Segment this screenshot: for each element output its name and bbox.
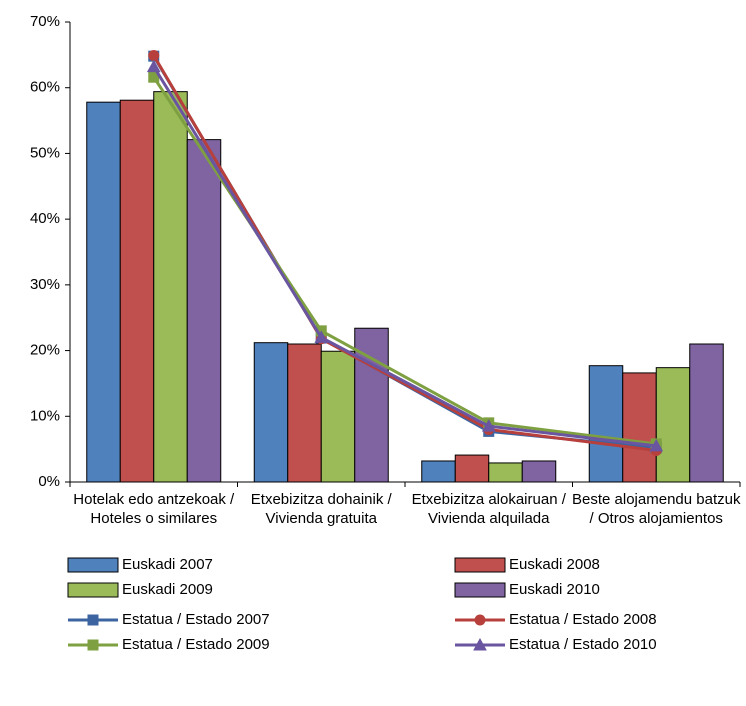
bar	[454, 454, 490, 483]
legend-label: Estatua / Estado 2007	[122, 611, 270, 628]
x-tick-label: Etxebizitza alokairuan / Vivienda alquil…	[411, 491, 566, 527]
bar	[421, 460, 456, 483]
legend-label: Euskadi 2008	[509, 556, 600, 573]
legend-label: Estatua / Estado 2009	[122, 636, 270, 653]
bar	[186, 139, 222, 483]
y-tick-label: 10%	[30, 407, 60, 424]
legend-swatch	[454, 582, 506, 598]
legend-label: Euskadi 2009	[122, 581, 213, 598]
legend-marker	[87, 639, 99, 651]
legend-swatch	[67, 582, 119, 598]
y-tick-label: 70%	[30, 13, 60, 30]
y-tick-label: 50%	[30, 144, 60, 161]
legend-marker	[474, 614, 486, 626]
legend-marker	[473, 637, 487, 651]
line-marker	[148, 50, 160, 62]
legend-swatch	[454, 557, 506, 573]
legend-label: Estatua / Estado 2010	[509, 636, 657, 653]
legend-swatch	[67, 557, 119, 573]
y-tick-label: 40%	[30, 210, 60, 227]
bar	[86, 101, 121, 483]
legend-label: Euskadi 2010	[509, 581, 600, 598]
legend-marker	[87, 614, 99, 626]
x-tick-label: Etxebizitza dohainik / Vivienda gratuita	[250, 491, 392, 527]
x-tick-label: Beste alojamendu batzuk / Otros alojamie…	[572, 491, 741, 527]
legend-label: Euskadi 2007	[122, 556, 213, 573]
bar	[521, 460, 557, 483]
line	[152, 76, 657, 446]
line	[152, 55, 657, 450]
bar	[119, 99, 155, 483]
bar	[488, 462, 523, 483]
x-tick-label: Hotelak edo antzekoak / Hoteles o simila…	[73, 491, 235, 527]
line	[152, 54, 657, 452]
bar	[622, 372, 657, 483]
line-marker	[649, 438, 664, 452]
y-tick-label: 20%	[30, 342, 60, 359]
bar	[253, 342, 289, 483]
legend-label: Estatua / Estado 2008	[509, 611, 657, 628]
line-marker	[481, 419, 496, 432]
bar	[588, 365, 624, 483]
line-marker	[146, 59, 161, 73]
bar	[320, 350, 356, 483]
line-marker	[314, 330, 329, 343]
bar	[655, 367, 691, 483]
bar	[153, 91, 188, 483]
bar	[689, 343, 724, 483]
y-tick-label: 0%	[38, 473, 60, 490]
line	[152, 65, 657, 448]
bar	[287, 343, 322, 483]
y-tick-label: 30%	[30, 276, 60, 293]
y-tick-label: 60%	[30, 79, 60, 96]
